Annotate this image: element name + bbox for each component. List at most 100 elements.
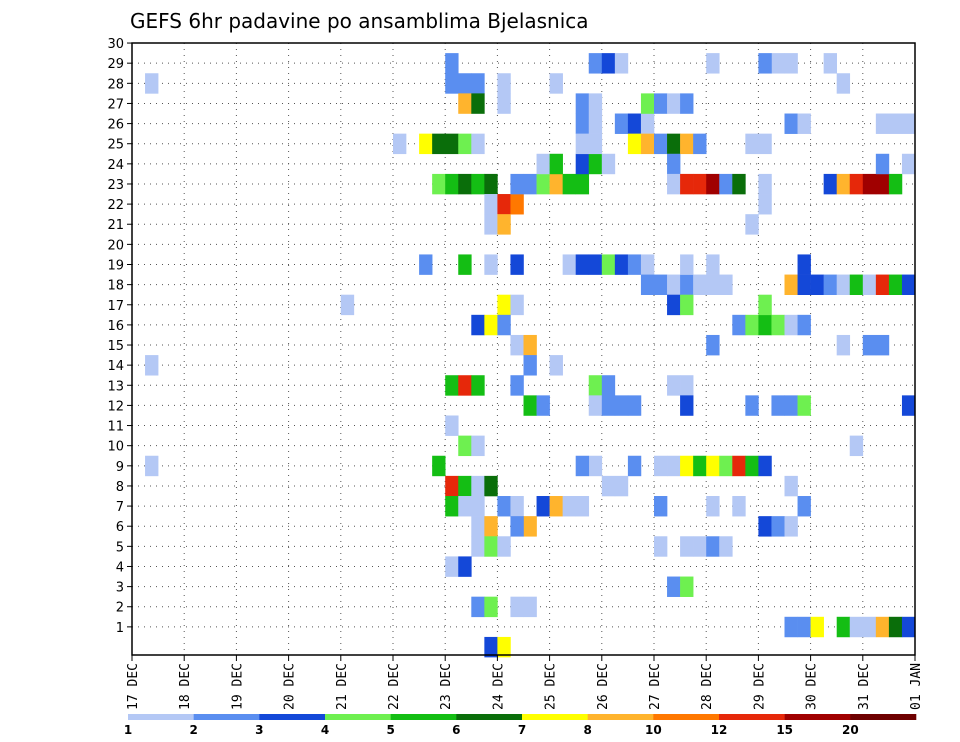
color-legend: 1 2 3 4 5 6 7 8 10 12 15 20 <box>124 714 917 737</box>
precip-cell <box>667 93 681 114</box>
y-tick-label: 23 <box>107 178 124 193</box>
precip-cell <box>732 496 746 517</box>
precip-cell <box>497 536 511 557</box>
precip-cell <box>797 274 811 295</box>
precip-cell <box>575 173 590 195</box>
precip-cell <box>627 254 642 275</box>
precip-cell <box>588 455 603 477</box>
precip-cell <box>484 636 498 658</box>
legend-label: 3 <box>255 723 263 737</box>
precip-cell <box>497 294 511 316</box>
legend-label: 5 <box>386 723 394 737</box>
precip-cell <box>758 53 772 74</box>
precip-cell <box>471 375 485 396</box>
precip-cell <box>484 194 498 215</box>
precip-cell <box>901 153 916 175</box>
precip-cell <box>732 455 746 477</box>
precip-cell <box>588 53 603 74</box>
x-tick-label: 30 DEC <box>805 663 820 710</box>
y-tick-label: 19 <box>107 259 124 274</box>
precip-cell <box>745 133 759 155</box>
precip-cell <box>784 53 798 74</box>
x-tick-label: 22 DEC <box>387 663 402 710</box>
precip-cell <box>849 274 864 295</box>
precip-cell <box>680 375 694 396</box>
precip-cell <box>758 173 772 195</box>
legend-swatch <box>456 714 523 720</box>
precip-cell <box>667 133 681 155</box>
precip-cell <box>340 294 355 316</box>
y-tick-label: 5 <box>116 540 124 555</box>
legend-swatch <box>850 714 917 720</box>
precip-cell <box>484 214 498 235</box>
y-tick-label: 20 <box>107 238 124 253</box>
precip-cell <box>497 314 511 336</box>
precip-cell <box>458 93 472 114</box>
precip-cell <box>693 133 707 155</box>
legend-swatch <box>390 714 457 720</box>
precip-cell <box>458 375 472 396</box>
precip-cell <box>706 496 720 517</box>
precip-cell <box>745 214 759 235</box>
precip-cell <box>810 274 824 295</box>
precip-cell <box>758 516 772 537</box>
precip-cells <box>145 53 916 658</box>
precip-cell <box>680 455 694 477</box>
precip-cell <box>732 314 746 336</box>
precip-cell <box>458 173 472 195</box>
precip-cell <box>627 113 642 134</box>
precip-cell <box>484 173 498 195</box>
precip-cell <box>797 616 811 638</box>
precip-cell <box>797 113 811 134</box>
precip-cell <box>458 496 472 517</box>
legend-label: 12 <box>711 723 728 737</box>
y-tick-label: 9 <box>116 460 124 475</box>
precip-cell <box>693 536 707 557</box>
y-tick-label: 14 <box>107 359 124 374</box>
precip-cell <box>471 173 485 195</box>
precip-cell <box>562 254 576 275</box>
precip-cell <box>771 314 785 336</box>
precip-cell <box>836 334 851 356</box>
plot-frame <box>131 42 916 656</box>
precip-cell <box>445 173 459 195</box>
precip-cell <box>458 475 472 497</box>
precip-cell <box>497 73 511 94</box>
y-tick-label: 3 <box>116 581 124 596</box>
precip-cell <box>654 93 668 114</box>
precip-cell <box>888 113 903 134</box>
precip-cell <box>445 475 459 497</box>
precip-cell <box>836 274 851 295</box>
precip-cell <box>680 294 694 316</box>
precip-cell <box>588 254 603 275</box>
precip-cell <box>523 173 537 195</box>
precip-cell <box>758 455 772 477</box>
precip-cell <box>510 334 524 356</box>
precip-cell <box>497 93 511 114</box>
precip-cell <box>680 254 694 275</box>
precip-cell <box>614 475 629 497</box>
x-tick-label: 31 DEC <box>857 663 872 710</box>
precip-cell <box>575 455 590 477</box>
precip-cell <box>667 153 681 175</box>
y-tick-label: 21 <box>107 218 124 233</box>
precip-cell <box>784 314 798 336</box>
precip-cell <box>680 536 694 557</box>
precip-cell <box>784 274 798 295</box>
precip-cell <box>680 93 694 114</box>
precip-cell <box>810 616 824 638</box>
precip-cell <box>614 395 629 416</box>
precip-cell <box>588 375 603 396</box>
legend-label: 20 <box>842 723 859 737</box>
precip-cell <box>497 496 511 517</box>
precip-cell <box>432 173 446 195</box>
precip-cell <box>562 173 576 195</box>
precip-cell <box>640 133 655 155</box>
y-tick-label: 29 <box>107 57 124 72</box>
precip-cell <box>588 395 603 416</box>
precip-cell <box>510 596 524 618</box>
precip-cell <box>458 254 472 275</box>
precip-cell <box>523 334 537 356</box>
precip-cell <box>471 475 485 497</box>
precip-cell <box>654 496 668 517</box>
